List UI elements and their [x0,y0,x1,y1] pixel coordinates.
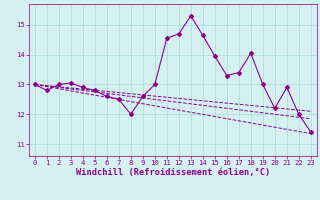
X-axis label: Windchill (Refroidissement éolien,°C): Windchill (Refroidissement éolien,°C) [76,168,270,177]
